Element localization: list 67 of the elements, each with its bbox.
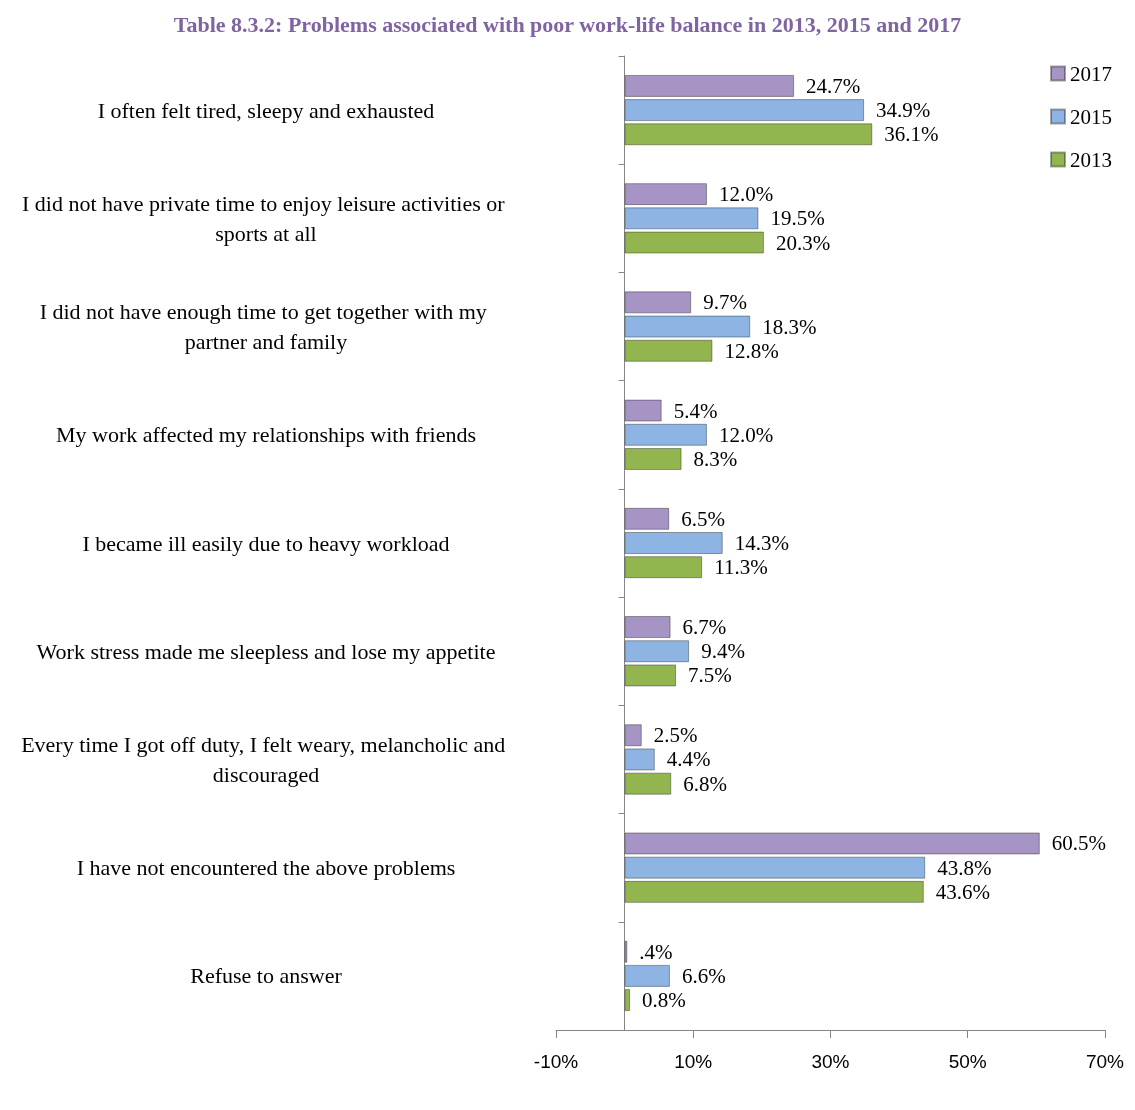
bar [624, 231, 764, 254]
bar [624, 99, 865, 122]
data-label: 20.3% [775, 230, 831, 255]
bar [624, 664, 677, 687]
chart-title: Table 8.3.2: Problems associated with poor work-life balance in 2013, 2015 and 2017 [173, 11, 962, 37]
data-label: 0.8% [642, 988, 686, 1013]
x-tick-label: 10% [674, 1051, 713, 1072]
x-tick-label: 70% [1085, 1051, 1125, 1072]
data-label: 7.5% [688, 663, 732, 688]
data-label: 8.3% [693, 446, 738, 471]
y-tick-label: I did not have enough time to get together with my partner and family [39, 299, 493, 355]
bar [624, 616, 671, 639]
x-tick-label: -10% [533, 1051, 579, 1072]
data-label: 19.5% [770, 206, 825, 231]
bar [624, 556, 703, 579]
bar [624, 832, 1040, 855]
x-tick-label: 30% [811, 1051, 850, 1072]
data-label: .4% [639, 939, 673, 964]
data-label: 6.5% [681, 506, 725, 531]
data-label: 60.5% [1051, 831, 1107, 856]
legend-label: 2015 [1070, 104, 1112, 129]
y-tick-label: Refuse to answer [190, 963, 343, 989]
bar [624, 423, 707, 446]
bar [624, 724, 642, 747]
y-tick-label: I often felt tired, sleepy and exhausted [97, 97, 435, 123]
data-label: 4.4% [666, 747, 711, 772]
data-label: 9.7% [703, 290, 747, 315]
bar [624, 399, 662, 422]
bar [624, 640, 690, 663]
bar [624, 880, 924, 903]
bar [624, 447, 682, 470]
bar [624, 989, 631, 1012]
data-label: 9.4% [701, 639, 745, 664]
bar [624, 507, 670, 530]
y-tick-label: Work stress made me sleepless and lose my appetite [36, 638, 496, 664]
legend-label: 2017 [1070, 61, 1112, 86]
bar [624, 207, 759, 230]
bar [624, 964, 670, 987]
data-label: 12.0% [718, 422, 774, 447]
data-label: 18.3% [762, 314, 817, 339]
data-label: 34.9% [876, 98, 931, 123]
data-label: 24.7% [806, 73, 861, 98]
data-label: 6.7% [682, 615, 727, 640]
y-tick-label: I did not have private time to enjoy leisure activities or sports at all [21, 190, 511, 246]
y-tick-label: I have not encountered the above problems [76, 855, 456, 881]
data-label: 36.1% [884, 122, 939, 147]
data-label: 6.8% [683, 771, 728, 796]
bar [624, 74, 795, 97]
data-label: 2.5% [653, 723, 698, 748]
y-tick-label: I became ill easily due to heavy workload [82, 530, 450, 556]
data-label: 5.4% [673, 398, 718, 423]
y-tick-label: My work affected my relationships with friends [56, 422, 476, 448]
data-label: 43.8% [937, 855, 992, 880]
bar [624, 123, 873, 146]
data-label: 14.3% [734, 531, 789, 555]
data-label: 43.6% [935, 879, 991, 904]
data-label: 12.8% [724, 338, 779, 363]
legend-label: 2013 [1070, 147, 1112, 172]
bar [624, 532, 723, 554]
data-label: 6.6% [681, 963, 726, 988]
data-label: 11.3% [714, 555, 768, 580]
bar [624, 183, 707, 206]
data-label: 12.0% [718, 182, 774, 207]
x-tick-label: 50% [948, 1051, 987, 1072]
y-tick-label: Every time I got off duty, I felt weary, melancholic and discouraged [21, 731, 511, 787]
bar [624, 856, 926, 879]
bar [624, 339, 713, 362]
